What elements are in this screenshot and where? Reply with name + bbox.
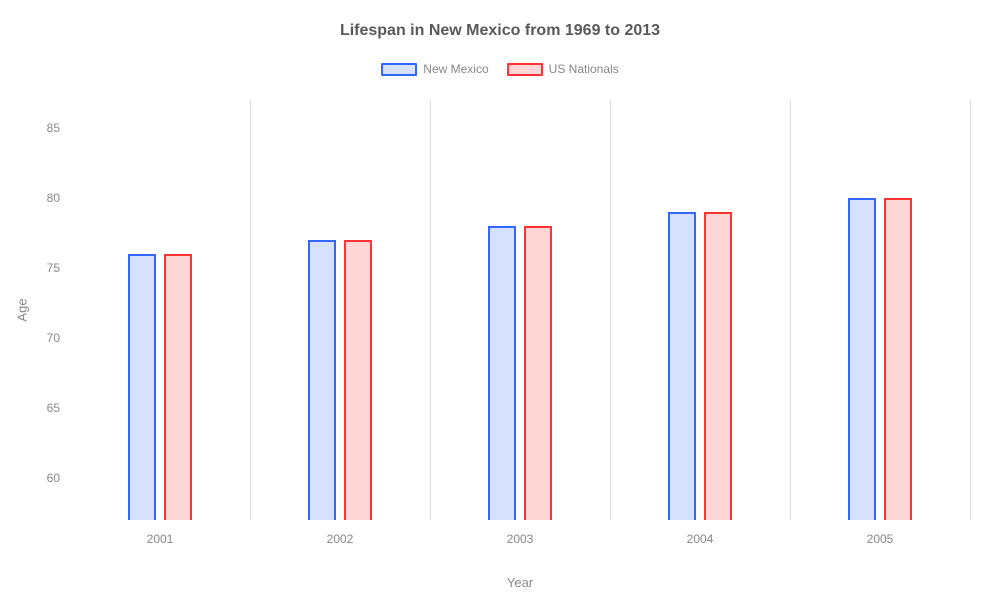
- bar: [488, 226, 516, 520]
- gridline-vertical: [610, 100, 611, 520]
- x-tick-label: 2003: [507, 532, 534, 546]
- legend-swatch-new-mexico: [381, 63, 417, 76]
- gridline-vertical: [250, 100, 251, 520]
- gridline-vertical: [430, 100, 431, 520]
- bar: [344, 240, 372, 520]
- gridline-vertical: [790, 100, 791, 520]
- x-tick-label: 2004: [687, 532, 714, 546]
- bar: [884, 198, 912, 520]
- legend-swatch-us-nationals: [507, 63, 543, 76]
- y-tick-label: 70: [47, 331, 60, 345]
- x-tick-label: 2001: [147, 532, 174, 546]
- y-tick-label: 75: [47, 261, 60, 275]
- bar: [128, 254, 156, 520]
- bar: [668, 212, 696, 520]
- legend-label-us-nationals: US Nationals: [549, 62, 619, 76]
- chart-container: Lifespan in New Mexico from 1969 to 2013…: [0, 0, 1000, 600]
- bar: [308, 240, 336, 520]
- bar: [704, 212, 732, 520]
- gridline-vertical: [970, 100, 971, 520]
- y-tick-label: 65: [47, 401, 60, 415]
- y-axis-title: Age: [15, 298, 30, 321]
- y-tick-label: 80: [47, 191, 60, 205]
- bar: [164, 254, 192, 520]
- legend-item-new-mexico: New Mexico: [381, 62, 488, 76]
- y-tick-label: 85: [47, 121, 60, 135]
- legend: New Mexico US Nationals: [0, 62, 1000, 76]
- plot-area: 60657075808520012002200320042005: [70, 100, 970, 520]
- bar: [524, 226, 552, 520]
- x-axis-title: Year: [507, 575, 533, 590]
- legend-label-new-mexico: New Mexico: [423, 62, 488, 76]
- y-tick-label: 60: [47, 471, 60, 485]
- legend-item-us-nationals: US Nationals: [507, 62, 619, 76]
- x-tick-label: 2002: [327, 532, 354, 546]
- chart-title: Lifespan in New Mexico from 1969 to 2013: [0, 22, 1000, 40]
- bar: [848, 198, 876, 520]
- x-tick-label: 2005: [867, 532, 894, 546]
